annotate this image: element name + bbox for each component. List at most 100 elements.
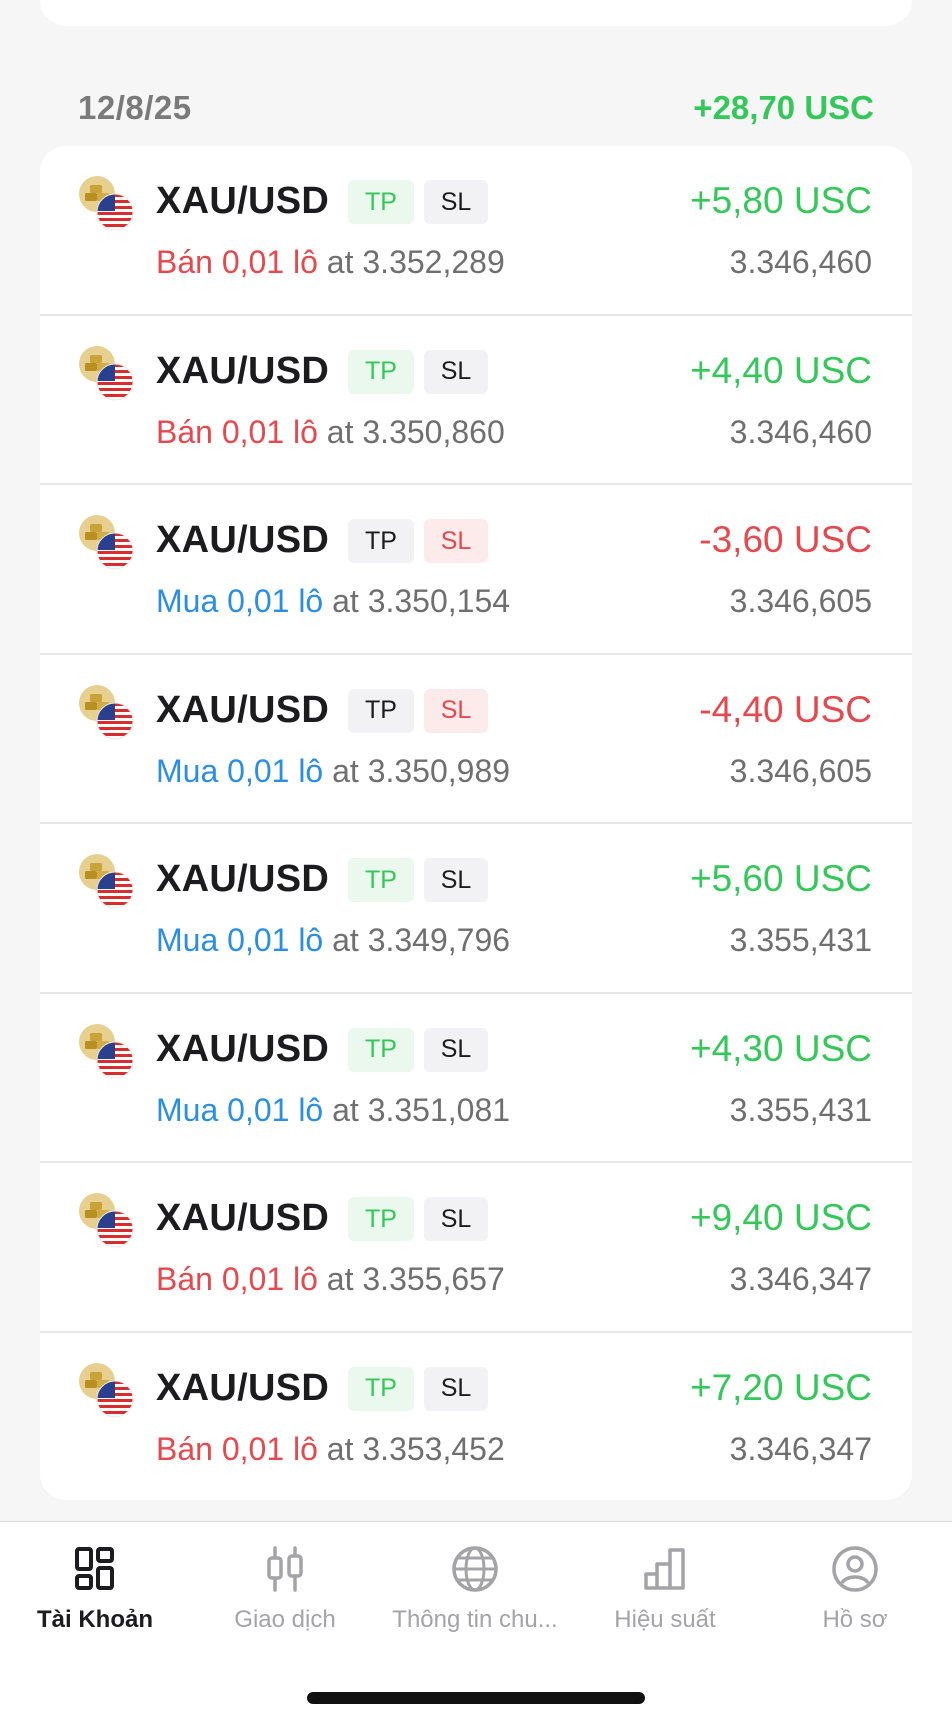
order-detail: Mua 0,01 lô at 3.349,796: [156, 922, 510, 959]
sl-badge: SL: [424, 1027, 488, 1072]
order-side: Mua 0,01 lô: [156, 922, 324, 958]
order-open-price: at 3.353,452: [326, 1430, 505, 1467]
gold-usd-pair-icon: [79, 1023, 134, 1078]
tab-label: Giao dịch: [234, 1606, 336, 1633]
order-symbol: XAU/USD: [156, 858, 330, 900]
tab-label: Tài Khoản: [36, 1606, 153, 1633]
tab-hieu-suat[interactable]: Hiệu suất: [570, 1544, 760, 1644]
order-detail: Mua 0,01 lô at 3.351,081: [156, 1092, 510, 1129]
dashboard-grid-icon: [75, 1547, 114, 1590]
day-total-pnl: +28,70 USC: [693, 89, 874, 126]
gold-usd-pair-icon: [79, 515, 134, 570]
order-symbol: XAU/USD: [156, 519, 330, 561]
order-close-price: 3.346,460: [729, 413, 872, 450]
tp-badge: TP: [348, 180, 414, 224]
tp-badge: TP: [348, 519, 414, 563]
gold-usd-pair-icon: [79, 345, 134, 400]
order-pnl: +7,20 USC: [689, 1366, 872, 1408]
order-open-price: at 3.352,289: [326, 244, 505, 280]
order-side: Bán 0,01 lô: [156, 1261, 318, 1297]
order-side: Mua 0,01 lô: [156, 583, 324, 619]
order-row[interactable]: XAU/USD TP SL Mua 0,01 lô at 3.350,154 -…: [40, 485, 912, 655]
order-pnl: +9,40 USC: [689, 1197, 872, 1238]
tab-tai-khoan[interactable]: Tài Khoản: [0, 1544, 190, 1644]
tp-badge: TP: [348, 1197, 414, 1241]
order-detail: Bán 0,01 lô at 3.352,289: [156, 244, 505, 281]
home-indicator: [307, 1692, 645, 1704]
order-side: Mua 0,01 lô: [156, 752, 324, 789]
sl-badge: SL: [424, 180, 488, 224]
order-symbol: XAU/USD: [156, 1197, 330, 1239]
order-detail: Bán 0,01 lô at 3.355,657: [156, 1261, 505, 1298]
date-group-header: 12/8/25 +28,70 USC: [78, 84, 874, 132]
tp-badge: TP: [348, 858, 414, 902]
tab-thong-tin[interactable]: Thông tin chu...: [380, 1544, 570, 1644]
tab-giao-dich[interactable]: Giao dịch: [190, 1544, 380, 1644]
sl-badge: SL: [424, 1197, 488, 1241]
order-row[interactable]: XAU/USD TP SL Bán 0,01 lô at 3.353,452 +…: [40, 1333, 912, 1501]
gold-usd-pair-icon: [79, 1362, 134, 1417]
order-symbol: XAU/USD: [156, 1027, 330, 1070]
gold-usd-pair-icon: [79, 1193, 134, 1248]
order-side: Bán 0,01 lô: [156, 244, 318, 280]
order-row[interactable]: XAU/USD TP SL Bán 0,01 lô at 3.355,657 +…: [40, 1163, 912, 1333]
sl-badge: SL: [424, 349, 488, 394]
gold-usd-pair-icon: [79, 684, 134, 739]
order-pnl: +4,40 USC: [689, 349, 872, 391]
orders-list: XAU/USD TP SL Bán 0,01 lô at 3.352,289 +…: [40, 146, 912, 1500]
order-row[interactable]: XAU/USD TP SL Mua 0,01 lô at 3.351,081 +…: [40, 994, 912, 1163]
order-symbol: XAU/USD: [156, 1366, 330, 1409]
gold-usd-pair-icon: [79, 854, 134, 909]
globe-icon: [452, 1546, 498, 1592]
tab-label: Hồ sơ: [822, 1606, 888, 1633]
order-side: Bán 0,01 lô: [156, 1430, 318, 1467]
order-symbol: XAU/USD: [156, 180, 330, 222]
tab-label: Thông tin chu...: [392, 1606, 558, 1633]
order-close-price: 3.346,605: [729, 752, 872, 789]
order-open-price: at 3.350,989: [332, 752, 511, 789]
sl-badge: SL: [424, 688, 488, 733]
date-label: 12/8/25: [78, 89, 192, 126]
order-detail: Bán 0,01 lô at 3.353,452: [156, 1431, 505, 1468]
order-open-price: at 3.351,081: [332, 1091, 511, 1128]
tp-badge: TP: [348, 349, 414, 394]
profile-icon: [832, 1546, 878, 1592]
order-pnl: +5,60 USC: [689, 858, 872, 899]
order-symbol: XAU/USD: [156, 349, 330, 392]
order-detail: Mua 0,01 lô at 3.350,989: [156, 753, 510, 790]
order-row[interactable]: XAU/USD TP SL Bán 0,01 lô at 3.350,860 +…: [40, 316, 912, 485]
tp-badge: TP: [348, 1027, 414, 1072]
tp-badge: TP: [348, 1366, 414, 1411]
order-close-price: 3.346,347: [729, 1261, 872, 1297]
tab-label: Hiệu suất: [614, 1606, 716, 1633]
order-open-price: at 3.350,154: [332, 583, 511, 619]
sl-badge: SL: [424, 519, 488, 563]
order-pnl: -4,40 USC: [699, 688, 872, 730]
order-pnl: -3,60 USC: [699, 519, 872, 560]
candlestick-icon: [267, 1546, 303, 1592]
order-symbol: XAU/USD: [156, 688, 330, 731]
order-open-price: at 3.355,657: [326, 1261, 505, 1297]
sl-badge: SL: [424, 1366, 488, 1411]
order-row[interactable]: XAU/USD TP SL Mua 0,01 lô at 3.349,796 +…: [40, 824, 912, 994]
gold-usd-pair-icon: [79, 176, 134, 231]
order-side: Mua 0,01 lô: [156, 1091, 324, 1128]
sl-badge: SL: [424, 858, 488, 902]
order-pnl: +5,80 USC: [689, 180, 872, 221]
order-row[interactable]: XAU/USD TP SL Mua 0,01 lô at 3.350,989 -…: [40, 655, 912, 824]
previous-card-bottom: [40, 0, 912, 26]
order-close-price: 3.355,431: [729, 1091, 872, 1128]
order-row[interactable]: XAU/USD TP SL Bán 0,01 lô at 3.352,289 +…: [40, 146, 912, 316]
order-open-price: at 3.350,860: [326, 413, 505, 450]
tp-badge: TP: [348, 688, 414, 733]
order-pnl: +4,30 USC: [689, 1027, 872, 1069]
bar-chart-icon: [644, 1548, 685, 1590]
order-detail: Bán 0,01 lô at 3.350,860: [156, 414, 505, 451]
order-open-price: at 3.349,796: [332, 922, 511, 958]
order-close-price: 3.346,460: [729, 244, 872, 280]
order-close-price: 3.346,605: [729, 583, 872, 619]
tab-ho-so[interactable]: Hồ sơ: [760, 1544, 950, 1644]
order-side: Bán 0,01 lô: [156, 413, 318, 450]
bottom-tab-bar: Tài Khoản Giao dịch Thông tin chu... Hiệ…: [0, 1521, 952, 1723]
order-close-price: 3.346,347: [729, 1430, 872, 1467]
